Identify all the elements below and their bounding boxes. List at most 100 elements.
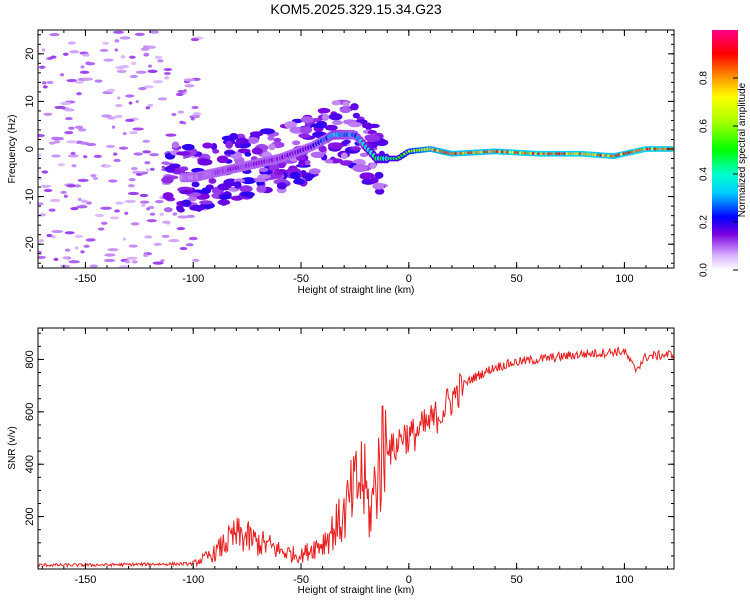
snr-ticks: -150 -100 -50 0 50 100 200 400 600 800 <box>24 328 674 586</box>
spectrogram-noise-blob <box>80 199 88 203</box>
spectrogram-noise-blob <box>38 133 45 138</box>
spectrogram-noise-blob <box>83 244 90 248</box>
spectrogram-noise-blob <box>188 236 198 241</box>
spectrogram-blob <box>225 140 233 149</box>
spectrogram-blob <box>292 140 301 146</box>
spectrogram-noise-blob <box>115 66 125 70</box>
colorbar-label: Normalized spectral amplitude <box>737 82 748 217</box>
spectrogram-noise-blob <box>149 212 156 216</box>
spec-xtick-label: 50 <box>510 273 522 285</box>
spectrogram-noise-blob <box>135 172 143 177</box>
spectrogram-blob <box>274 171 284 176</box>
spectrogram-noise-blob <box>148 64 152 68</box>
spectrogram-noise-blob <box>79 70 90 74</box>
spectrogram-noise-blob <box>133 152 143 156</box>
spectrogram-blob <box>244 151 252 157</box>
spectrogram-noise-blob <box>192 258 200 262</box>
spectrogram-noise-blob <box>124 260 131 264</box>
spectrogram-noise-blob <box>106 144 116 149</box>
spectrogram-noise-blob <box>85 62 96 66</box>
spectrogram-noise-blob <box>176 226 186 231</box>
spectrogram-blob <box>239 185 253 193</box>
spectrogram-noise-blob <box>112 30 125 34</box>
spectrogram-blob <box>202 142 213 149</box>
spectrogram-noise-blob <box>190 37 200 42</box>
spectrogram-noise-blob <box>65 116 73 121</box>
spectrogram-noise-blob <box>143 52 149 56</box>
spec-xtick-label: 0 <box>406 273 412 285</box>
spectrogram-noise-blob <box>128 244 138 248</box>
spectrogram-blob <box>171 141 180 149</box>
spectrogram-blob <box>369 162 377 169</box>
snr-xtick-label: 100 <box>615 574 633 586</box>
spectrogram-noise-blob <box>74 125 84 129</box>
spectrogram-noise-blob <box>47 56 53 60</box>
spectrogram-noise-blob <box>146 45 156 49</box>
spectrogram-noise-blob <box>38 153 43 157</box>
spectrogram-noise-blob <box>99 48 109 53</box>
spectrogram-noise-blob <box>146 207 150 211</box>
spectrogram-noise-blob <box>157 97 168 101</box>
snr-panel: -150 -100 -50 0 50 100 200 400 600 800 Height of … <box>7 327 675 596</box>
spectrogram-noise-blob <box>89 264 98 268</box>
spectrogram-noise-blob <box>107 248 119 252</box>
spectrogram-noise-blob <box>165 133 177 137</box>
snr-ytick-label: 400 <box>24 455 36 473</box>
spectrogram-blob <box>199 200 213 205</box>
spectrogram-noise-blob <box>38 202 44 206</box>
spec-xtick-label: 100 <box>615 273 633 285</box>
colorbar-gradient <box>712 30 738 270</box>
snr-plot-area <box>38 328 674 569</box>
spectrogram-blob <box>234 181 242 189</box>
spec-xtick-label: -50 <box>293 273 309 285</box>
spectrogram-noise-blob <box>153 80 164 84</box>
spectrogram-noise-blob <box>76 205 88 209</box>
spectrogram-noise-blob <box>142 150 152 154</box>
spectrogram-blob <box>328 113 343 121</box>
spectrogram-noise-blob <box>109 216 120 220</box>
spectrogram-blob <box>191 181 200 188</box>
spec-ytick-label: 0 <box>24 146 36 152</box>
spectrogram-noise-blob <box>130 167 138 171</box>
spectrogram-blob <box>201 187 212 195</box>
spectrogram-blob <box>240 177 257 185</box>
spectrogram-blob <box>331 120 343 126</box>
spectrogram-noise-blob <box>64 108 75 112</box>
spectrogram-noise-blob <box>53 257 59 262</box>
spectrogram-blob <box>352 112 360 119</box>
spectrogram-noise-blob <box>97 227 105 231</box>
colorbar-tick-label: 0.6 <box>699 119 710 133</box>
snr-series-line <box>38 347 674 569</box>
spec-ytick-label: 20 <box>24 48 36 60</box>
spectrogram-noise-blob <box>92 176 99 181</box>
spectrogram-noise-blob <box>106 116 116 120</box>
spectrogram-blob <box>229 133 239 141</box>
spectrogram-blob <box>331 100 341 106</box>
snr-ytick-label: 600 <box>24 403 36 421</box>
spec-xtick-label: -100 <box>182 273 204 285</box>
spectrogram-noise-blob <box>114 103 123 108</box>
spectrogram-blob <box>367 130 377 135</box>
spectrogram-blob <box>321 113 330 121</box>
spectrogram-noise-blob <box>48 208 56 212</box>
spectrogram-frame <box>37 29 675 269</box>
spectrogram-noise-blob <box>66 140 78 144</box>
spectrogram-noise-blob <box>154 55 163 59</box>
spectrogram-blob <box>235 137 249 145</box>
spectrogram-noise-blob <box>64 231 75 235</box>
spectrogram-noise-blob <box>77 197 82 201</box>
spectrogram-noise-blob <box>82 53 90 57</box>
spectrogram-noise-blob <box>113 158 121 163</box>
spectrogram-noise-blob <box>93 154 102 159</box>
spectrogram-noise-blob <box>114 39 120 43</box>
colorbar-tick-label: 0.0 <box>699 263 710 277</box>
spectrogram-noise-blob <box>39 239 44 243</box>
spectrogram-blob <box>268 143 276 151</box>
spectrogram-noise-blob <box>177 110 184 114</box>
spectrogram-noise-blob <box>193 114 201 119</box>
colorbar-ticks: 0.0 0.2 0.4 0.6 0.8 <box>699 71 738 277</box>
spec-ytick-label: -10 <box>24 189 36 205</box>
spectrogram-noise-blob <box>152 261 164 265</box>
spectrogram-blob <box>259 128 275 135</box>
spectrogram-noise-blob <box>62 52 69 56</box>
